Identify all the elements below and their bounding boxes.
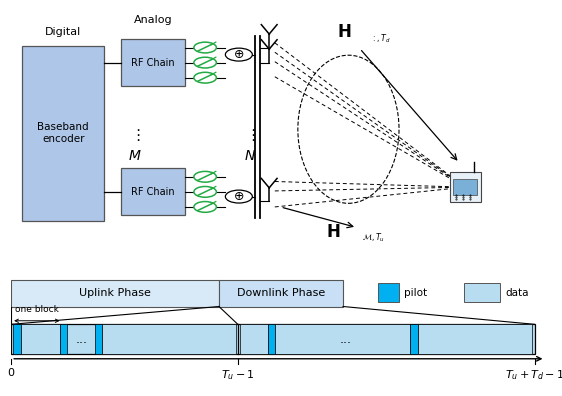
Circle shape bbox=[225, 48, 252, 61]
Text: Digital: Digital bbox=[45, 27, 81, 37]
Text: $\mathbf{H}$: $\mathbf{H}$ bbox=[326, 223, 341, 241]
Bar bbox=[453, 179, 477, 195]
Text: RF Chain: RF Chain bbox=[132, 57, 175, 68]
Circle shape bbox=[194, 187, 216, 197]
Bar bbox=[22, 46, 104, 221]
Text: Downlink Phase: Downlink Phase bbox=[237, 288, 325, 299]
Bar bbox=[410, 324, 418, 354]
Bar bbox=[464, 284, 500, 302]
Text: ...: ... bbox=[75, 333, 87, 346]
Text: $M$: $M$ bbox=[128, 149, 142, 163]
Text: $N$: $N$ bbox=[244, 149, 256, 163]
Bar bbox=[13, 324, 21, 354]
Bar bbox=[60, 324, 67, 354]
Bar bbox=[102, 324, 236, 354]
Bar bbox=[268, 324, 275, 354]
Bar bbox=[11, 324, 534, 354]
Bar bbox=[240, 324, 268, 354]
Text: $_{:,T_d}$: $_{:,T_d}$ bbox=[371, 32, 391, 46]
Bar bbox=[21, 324, 60, 354]
Bar bbox=[95, 324, 102, 354]
Text: 0: 0 bbox=[8, 368, 15, 378]
Text: one block: one block bbox=[15, 305, 59, 314]
Text: $T_u+T_d-1$: $T_u+T_d-1$ bbox=[505, 368, 562, 382]
Text: RF Chain: RF Chain bbox=[132, 187, 175, 197]
Text: $_{\mathcal{M},T_u}$: $_{\mathcal{M},T_u}$ bbox=[362, 232, 386, 245]
Circle shape bbox=[194, 42, 216, 53]
Bar bbox=[378, 284, 398, 302]
Bar bbox=[11, 280, 219, 307]
Text: $\oplus$: $\oplus$ bbox=[233, 48, 244, 61]
Text: $\mathbf{H}$: $\mathbf{H}$ bbox=[337, 23, 352, 41]
Bar bbox=[121, 39, 185, 86]
Circle shape bbox=[194, 57, 216, 68]
Text: pilot: pilot bbox=[404, 287, 427, 298]
Bar bbox=[219, 280, 343, 307]
Circle shape bbox=[194, 171, 216, 182]
Text: $\vdots$: $\vdots$ bbox=[130, 127, 140, 143]
Circle shape bbox=[194, 72, 216, 83]
Text: $\oplus$: $\oplus$ bbox=[233, 190, 244, 203]
Circle shape bbox=[194, 202, 216, 212]
Bar bbox=[121, 168, 185, 215]
Bar bbox=[418, 324, 532, 354]
Text: $\vdots$: $\vdots$ bbox=[245, 127, 255, 143]
Bar bbox=[450, 172, 481, 202]
Text: ...: ... bbox=[340, 333, 352, 346]
Text: Analog: Analog bbox=[134, 15, 173, 25]
Text: Baseband
encoder: Baseband encoder bbox=[38, 122, 89, 144]
Text: $T_u-1$: $T_u-1$ bbox=[221, 368, 255, 382]
Text: data: data bbox=[505, 287, 528, 298]
Text: Uplink Phase: Uplink Phase bbox=[79, 288, 151, 299]
Circle shape bbox=[225, 190, 252, 203]
Bar bbox=[275, 324, 410, 354]
